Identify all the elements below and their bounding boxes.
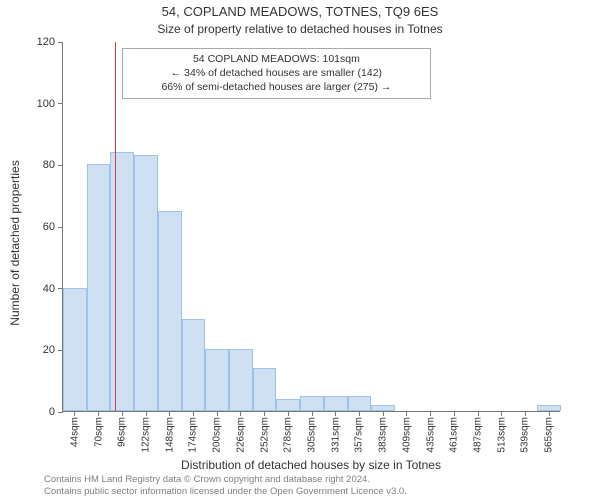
histogram-bar (63, 288, 87, 411)
y-tick (58, 165, 63, 166)
histogram-bar (324, 396, 348, 411)
x-tick-label: 226sqm (235, 417, 246, 453)
x-tick-label: 148sqm (164, 417, 175, 453)
x-tick-label: 461sqm (449, 417, 460, 453)
x-tick (146, 411, 147, 416)
x-tick (169, 411, 170, 416)
x-tick-label: 174sqm (188, 417, 199, 453)
x-tick-label: 357sqm (354, 417, 365, 453)
histogram-bar (229, 349, 253, 411)
y-tick (58, 103, 63, 104)
x-tick (430, 411, 431, 416)
y-tick (58, 412, 63, 413)
x-tick (525, 411, 526, 416)
x-tick-label: 539sqm (520, 417, 531, 453)
y-tick-label: 120 (37, 36, 55, 48)
info-box-line: 66% of semi-detached houses are larger (… (131, 80, 421, 94)
y-tick-label: 80 (43, 159, 55, 171)
x-tick-label: 70sqm (93, 417, 104, 447)
chart-title: 54, COPLAND MEADOWS, TOTNES, TQ9 6ES (0, 4, 600, 19)
y-tick (58, 42, 63, 43)
x-tick (335, 411, 336, 416)
histogram-bar (110, 152, 134, 411)
y-axis-label: Number of detached properties (8, 58, 22, 428)
y-tick-label: 20 (43, 344, 55, 356)
x-tick (288, 411, 289, 416)
histogram-bar (253, 368, 277, 411)
x-tick (217, 411, 218, 416)
y-tick-label: 60 (43, 221, 55, 233)
x-tick (122, 411, 123, 416)
x-tick (359, 411, 360, 416)
x-tick-label: 200sqm (212, 417, 223, 453)
histogram-bar (182, 319, 206, 412)
x-tick-label: 122sqm (141, 417, 152, 453)
x-tick-label: 278sqm (283, 417, 294, 453)
x-tick (383, 411, 384, 416)
x-tick (240, 411, 241, 416)
info-box-line: 54 COPLAND MEADOWS: 101sqm (131, 52, 421, 66)
x-tick (454, 411, 455, 416)
x-tick (501, 411, 502, 416)
x-tick (264, 411, 265, 416)
y-tick-label: 100 (37, 98, 55, 110)
x-tick-label: 44sqm (69, 417, 80, 447)
histogram-bar (276, 399, 300, 411)
x-tick-label: 487sqm (473, 417, 484, 453)
x-tick-label: 409sqm (401, 417, 412, 453)
histogram-bar (134, 155, 158, 411)
x-tick (406, 411, 407, 416)
x-axis-label: Distribution of detached houses by size … (62, 458, 560, 472)
info-box: 54 COPLAND MEADOWS: 101sqm← 34% of detac… (122, 48, 430, 99)
histogram-bar (158, 211, 182, 411)
y-tick-label: 40 (43, 283, 55, 295)
chart-container: { "title": "54, COPLAND MEADOWS, TOTNES,… (0, 0, 600, 500)
x-tick-label: 435sqm (425, 417, 436, 453)
footer-line-2: Contains public sector information licen… (44, 486, 407, 498)
x-tick (478, 411, 479, 416)
reference-line (115, 42, 116, 411)
x-tick (98, 411, 99, 416)
x-tick-label: 96sqm (117, 417, 128, 447)
x-tick (312, 411, 313, 416)
x-tick-label: 331sqm (330, 417, 341, 453)
x-tick-label: 252sqm (259, 417, 270, 453)
histogram-bar (300, 396, 324, 411)
histogram-bar (205, 349, 229, 411)
x-tick (193, 411, 194, 416)
x-tick-label: 305sqm (307, 417, 318, 453)
x-tick-label: 565sqm (544, 417, 555, 453)
footer-line-1: Contains HM Land Registry data © Crown c… (44, 474, 407, 486)
x-tick (549, 411, 550, 416)
y-tick-label: 0 (49, 406, 55, 418)
x-tick-label: 383sqm (378, 417, 389, 453)
y-tick (58, 227, 63, 228)
info-box-line: ← 34% of detached houses are smaller (14… (131, 66, 421, 80)
histogram-bar (348, 396, 372, 411)
footer: Contains HM Land Registry data © Crown c… (44, 474, 407, 498)
chart-subtitle: Size of property relative to detached ho… (0, 22, 600, 36)
plot-area: 02040608010012044sqm70sqm96sqm122sqm148s… (62, 42, 560, 412)
x-tick (74, 411, 75, 416)
histogram-bar (87, 164, 111, 411)
x-tick-label: 513sqm (496, 417, 507, 453)
